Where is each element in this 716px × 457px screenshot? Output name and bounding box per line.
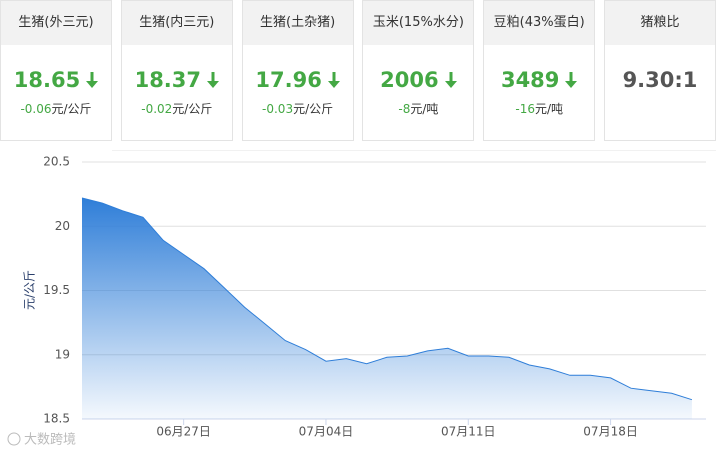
price-card: 猪粮比 9.30:1 xyxy=(603,0,716,141)
price-card: 生猪(外三元) 18.65 -0.06元/公斤 xyxy=(0,0,112,141)
card-change: -0.02元/公斤 xyxy=(122,100,232,117)
card-title: 生猪(外三元) xyxy=(1,1,111,45)
y-tick-label: 19.5 xyxy=(43,283,70,297)
down-arrow xyxy=(327,72,340,88)
card-change: -16元/吨 xyxy=(484,100,594,117)
card-value: 18.37 xyxy=(122,65,232,95)
area-fill xyxy=(82,198,692,419)
down-arrow xyxy=(86,72,99,88)
x-tick-label: 07月04日 xyxy=(299,425,354,439)
card-title: 生猪(内三元) xyxy=(121,1,232,45)
change-unit: 元/吨 xyxy=(410,102,439,116)
chart: 元/公斤 大数跨境 18.5 19 19.5 20 20.5 06月27日 07月04日 07… xyxy=(7,150,716,448)
value-text: 18.37 xyxy=(134,68,202,92)
change-unit: 元/公斤 xyxy=(293,102,334,116)
card-value: 2006 xyxy=(363,65,473,95)
card-value: 17.96 xyxy=(243,65,353,95)
card-change: -0.03元/公斤 xyxy=(243,100,353,117)
change-value: -0.02 xyxy=(141,102,173,116)
area-line xyxy=(81,197,693,401)
y-tick-label: 20 xyxy=(55,219,70,233)
card-change: -8元/吨 xyxy=(363,100,473,117)
x-tick-label: 06月27日 xyxy=(156,425,211,439)
change-value: -0.06 xyxy=(20,102,52,116)
y-tick-label: 18.5 xyxy=(43,412,70,426)
change-value: -8 xyxy=(398,102,411,116)
down-arrow xyxy=(444,72,457,88)
price-cards: 生猪(外三元) 18.65 -0.06元/公斤 生猪(内三元) 18.37 -0.02元/… xyxy=(0,0,716,141)
watermark-icon xyxy=(7,432,21,446)
price-card: 玉米(15%水分) 2006 -8元/吨 xyxy=(362,0,475,141)
watermark: 大数跨境 xyxy=(24,433,76,448)
price-card: 豆粕(43%蛋白) 3489 -16元/吨 xyxy=(483,0,596,141)
x-tick-label: 07月11日 xyxy=(441,425,496,439)
card-value: 18.65 xyxy=(1,65,111,95)
card-value: 3489 xyxy=(484,65,594,95)
price-card: 生猪(内三元) 18.37 -0.02元/公斤 xyxy=(120,0,233,141)
change-unit: 元/吨 xyxy=(534,102,564,116)
down-arrow xyxy=(565,72,578,88)
value-text: 2006 xyxy=(380,68,439,92)
y-tick-label: 19 xyxy=(55,347,70,361)
y-axis-label: 元/公斤 xyxy=(23,270,37,310)
value-text: 17.96 xyxy=(255,68,322,92)
card-title: 玉米(15%水分) xyxy=(363,1,474,45)
card-change: -0.06元/公斤 xyxy=(1,100,111,117)
value-text: 9.30:1 xyxy=(622,68,698,92)
value-text: 18.65 xyxy=(13,68,81,92)
card-title: 猪粮比 xyxy=(604,1,715,45)
card-title: 生猪(土杂猪) xyxy=(242,1,353,45)
value-text: 3489 xyxy=(500,68,560,92)
y-tick-label: 20.5 xyxy=(43,155,70,169)
down-arrow xyxy=(207,72,220,88)
card-value: 9.30:1 xyxy=(605,65,715,95)
price-card: 生猪(土杂猪) 17.96 -0.03元/公斤 xyxy=(241,0,354,141)
card-title: 豆粕(43%蛋白) xyxy=(484,1,595,45)
change-unit: 元/公斤 xyxy=(172,102,213,116)
change-value: -0.03 xyxy=(262,102,294,116)
change-value: -16 xyxy=(515,102,535,116)
x-tick-label: 07月18日 xyxy=(583,425,638,439)
change-unit: 元/公斤 xyxy=(51,102,92,116)
